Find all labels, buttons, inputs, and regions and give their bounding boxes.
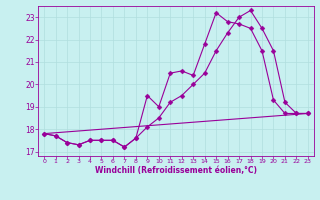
X-axis label: Windchill (Refroidissement éolien,°C): Windchill (Refroidissement éolien,°C) xyxy=(95,166,257,175)
